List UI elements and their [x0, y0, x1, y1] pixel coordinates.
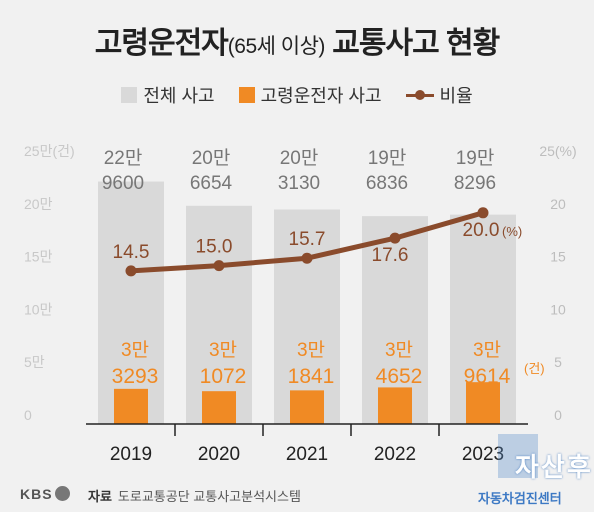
kbs-logo-text: KBS — [20, 486, 53, 502]
ratio-data-label: 17.6 — [372, 245, 409, 266]
right-axis-tick-label: 10 — [550, 301, 566, 317]
left-axis-tick-label: 0 — [24, 407, 32, 423]
total-label-line1: 22만 — [104, 147, 143, 169]
elderly-label-line2: 9614 — [464, 365, 511, 388]
ratio-data-label: 20.0 — [463, 220, 500, 241]
elderly-label-line2: 1072 — [200, 365, 247, 388]
x-axis-category-label: 2023 — [462, 444, 504, 465]
total-label-line2: 6654 — [190, 173, 233, 194]
watermark-box — [498, 434, 538, 478]
total-label-line2: 8296 — [454, 173, 496, 194]
total-label-line1: 19만 — [456, 147, 495, 169]
total-accident-bar — [186, 205, 252, 424]
ratio-data-label: 14.5 — [113, 242, 150, 263]
watermark-subtitle: 자동차검진센터 — [478, 491, 562, 506]
right-axis-tick-label: 25(%) — [539, 143, 576, 159]
x-axis-category-label: 2022 — [374, 444, 416, 465]
total-label-line2: 9600 — [102, 173, 144, 194]
right-axis-tick-label: 5 — [554, 354, 562, 370]
left-axis-tick-label: 15만 — [24, 249, 53, 265]
source-note: 자료 도로교통공단 교통사고분석시스템 — [88, 486, 301, 505]
ratio-point — [477, 207, 489, 219]
elderly-label-line1: 3만 — [473, 339, 501, 361]
elderly-unit-label: (건) — [524, 361, 545, 376]
title-main: 고령운전자 — [94, 27, 229, 60]
total-label-line1: 20만 — [280, 147, 319, 169]
elderly-label-line1: 3만 — [385, 339, 413, 361]
right-axis-tick-label: 15 — [550, 249, 566, 265]
x-axis-category-label: 2019 — [110, 444, 152, 465]
chart-title: 고령운전자(65세 이상) 교통사고 현황 — [0, 18, 594, 62]
legend-swatch-ratio — [405, 87, 434, 103]
total-label-line2: 3130 — [278, 173, 320, 194]
ratio-point — [125, 265, 137, 277]
elderly-label-line1: 3만 — [209, 339, 237, 361]
right-axis-tick-label: 0 — [554, 407, 562, 423]
legend-swatch-total — [121, 87, 138, 103]
right-axis-tick-label: 20 — [550, 196, 566, 212]
total-label-line1: 20만 — [192, 147, 231, 169]
elderly-accident-bar — [114, 388, 148, 424]
x-axis-category-label: 2020 — [198, 444, 240, 465]
left-axis-tick-label: 25만(건) — [24, 143, 75, 159]
total-label-line1: 19만 — [368, 147, 407, 169]
watermark-logo: 자산후 — [515, 452, 593, 482]
elderly-label-line1: 3만 — [121, 339, 149, 361]
legend-label-ratio: 비율 — [439, 86, 473, 106]
total-label-line2: 6836 — [366, 173, 408, 194]
elderly-accident-bar — [466, 382, 500, 424]
source-label: 자료 — [88, 489, 112, 504]
elderly-label-line1: 3만 — [297, 339, 325, 361]
elderly-accident-bar — [202, 391, 236, 424]
legend-item-elderly: 고령운전자 사고 — [238, 82, 382, 108]
title-paren: (65세 이상) — [227, 35, 326, 58]
left-axis-tick-label: 20만 — [24, 196, 53, 212]
legend: 전체 사고 고령운전자 사고 비율 — [0, 82, 594, 108]
legend-item-ratio: 비율 — [405, 82, 473, 108]
total-accident-bar — [274, 209, 340, 424]
elderly-label-line2: 4652 — [376, 365, 423, 388]
legend-label-elderly: 고령운전자 사고 — [260, 86, 382, 106]
elderly-label-line2: 1841 — [288, 365, 335, 388]
legend-swatch-elderly — [238, 87, 255, 103]
title-rest: 교통사고 현황 — [332, 27, 500, 60]
ratio-point — [213, 260, 225, 272]
ratio-unit-label: (%) — [502, 224, 522, 239]
legend-item-total: 전체 사고 — [121, 82, 215, 108]
x-axis-category-label: 2021 — [286, 444, 328, 465]
ratio-data-label: 15.7 — [289, 229, 326, 250]
left-axis-tick-label: 10만 — [24, 301, 53, 317]
elderly-accident-bar — [378, 387, 412, 424]
kbs-logo-icon — [55, 486, 70, 501]
ratio-point — [301, 252, 313, 264]
left-axis-tick-label: 5만 — [24, 354, 45, 370]
elderly-accident-bar — [290, 390, 324, 424]
ratio-data-label: 15.0 — [196, 237, 233, 258]
legend-label-total: 전체 사고 — [143, 86, 215, 106]
total-accident-bar — [98, 181, 164, 424]
source-text: 도로교통공단 교통사고분석시스템 — [117, 489, 301, 504]
ratio-point — [389, 232, 401, 244]
elderly-label-line2: 3293 — [112, 365, 159, 388]
